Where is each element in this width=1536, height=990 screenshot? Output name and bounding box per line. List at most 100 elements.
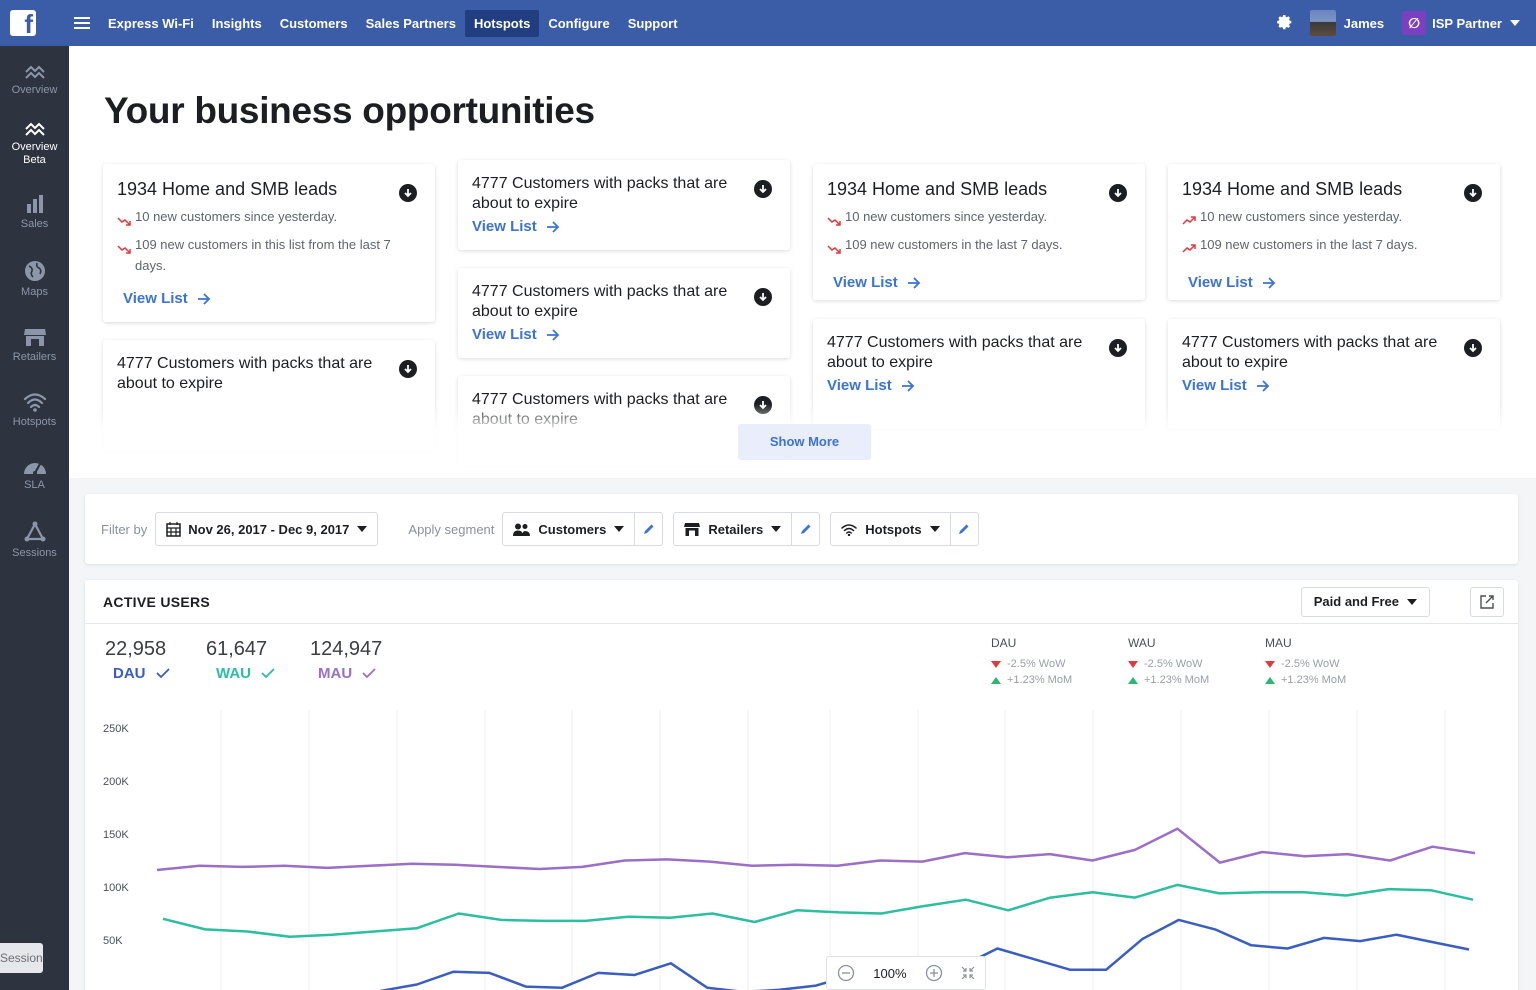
trend-down-icon: [827, 234, 845, 260]
metric-toggle[interactable]: WAU: [216, 665, 275, 682]
change-wau: WAU -2.5% WoW +1.23% MoM: [1128, 636, 1210, 686]
download-icon[interactable]: [1464, 184, 1482, 202]
globe-icon: [24, 261, 45, 281]
segment-customers: Customers: [502, 512, 664, 546]
view-list-link[interactable]: View List: [833, 274, 921, 291]
packs-card: 4777 Customers with packs that are about…: [458, 160, 790, 250]
stat-line: 109 new customers in the last 7 days.: [827, 234, 1131, 260]
segment-retailers-select[interactable]: Retailers: [674, 513, 791, 545]
segment-hotspots: Hotspots: [830, 512, 979, 546]
download-icon[interactable]: [399, 360, 417, 378]
view-list-link[interactable]: View List: [472, 218, 560, 235]
stat-line: 109 new customers in this list from the …: [117, 234, 421, 276]
up-triangle-icon: [1265, 676, 1275, 684]
y-tick-label: 250K: [103, 723, 129, 735]
view-list-link[interactable]: View List: [472, 326, 560, 343]
date-range-picker[interactable]: Nov 26, 2017 - Dec 9, 2017: [155, 512, 379, 546]
arrow-right-icon: [1256, 379, 1270, 392]
download-icon[interactable]: [399, 184, 417, 202]
sidebar-item-overview[interactable]: Overview: [0, 64, 69, 97]
download-icon[interactable]: [1464, 339, 1482, 357]
user-menu[interactable]: James: [1309, 10, 1384, 36]
calendar-icon: [166, 521, 181, 537]
trend-up-icon: [1182, 206, 1200, 232]
sidebar-item-retailers[interactable]: Retailers: [0, 327, 69, 364]
nav-support[interactable]: Support: [627, 15, 678, 31]
segment-label: Apply segment: [408, 521, 495, 537]
gear-icon[interactable]: [1276, 14, 1294, 32]
down-triangle-icon: [1128, 660, 1138, 668]
external-link-icon[interactable]: [1470, 586, 1504, 617]
nav-express-wifi[interactable]: Express Wi-Fi: [108, 15, 194, 31]
metric-toggle[interactable]: MAU: [318, 665, 382, 682]
hamburger-menu-icon[interactable]: [74, 17, 90, 29]
view-list-link[interactable]: View List: [123, 290, 211, 307]
arrow-right-icon: [546, 220, 560, 233]
view-list-link[interactable]: View List: [827, 377, 915, 394]
bar-chart-icon: [26, 195, 43, 213]
packs-card: 4777 Customers with packs that are about…: [458, 268, 790, 358]
segment-retailers: Retailers: [673, 512, 821, 546]
edit-pencil-icon[interactable]: [634, 513, 662, 545]
view-list-link[interactable]: View List: [1182, 377, 1270, 394]
nav-hotspots[interactable]: Hotspots: [464, 9, 540, 37]
plan-select[interactable]: Paid and Free: [1300, 586, 1430, 617]
up-triangle-icon: [1128, 676, 1138, 684]
nav-sales-partners[interactable]: Sales Partners: [365, 15, 456, 31]
gauge-icon: [23, 463, 46, 475]
stat-line: 10 new customers since yesterday.: [827, 206, 1131, 232]
sidebar-item-sla[interactable]: SLA: [0, 457, 69, 492]
card-title: 4777 Customers with packs that are about…: [472, 175, 728, 212]
arrow-right-icon: [901, 379, 915, 392]
download-icon[interactable]: [1109, 184, 1127, 202]
sidebar-item-sales[interactable]: Sales: [0, 194, 69, 231]
view-list-link[interactable]: View List: [1188, 274, 1276, 291]
metric-toggle[interactable]: DAU: [113, 665, 170, 682]
edit-pencil-icon[interactable]: [949, 513, 978, 545]
download-icon[interactable]: [754, 180, 772, 198]
download-icon[interactable]: [1109, 339, 1127, 357]
card-title: 4777 Customers with packs that are about…: [1182, 334, 1438, 371]
chevron-down-icon: [357, 526, 368, 532]
nav-configure[interactable]: Configure: [548, 15, 610, 31]
segment-customers-select[interactable]: Customers: [503, 513, 634, 545]
show-more-button[interactable]: Show More: [738, 424, 871, 460]
store-icon: [23, 329, 46, 346]
sidebar-item-overview-beta[interactable]: Overview Beta: [0, 121, 69, 167]
down-triangle-icon: [991, 660, 1001, 668]
chevron-down-icon: [614, 526, 625, 532]
zoom-in-icon[interactable]: [925, 964, 943, 982]
y-tick-label: 200K: [103, 776, 129, 788]
trend-up-icon: [1182, 234, 1200, 260]
chevron-down-icon: [1407, 598, 1417, 605]
lead-card: 1934 Home and SMB leads 10 new customers…: [1168, 164, 1500, 300]
facebook-logo[interactable]: f: [0, 0, 46, 46]
sidebar-item-sessions[interactable]: Sessions: [0, 521, 69, 560]
series-line-mau: [156, 827, 1476, 872]
avatar: [1309, 10, 1336, 36]
zoom-out-icon[interactable]: [837, 964, 855, 982]
sessions-tab[interactable]: Sessions: [0, 943, 43, 973]
download-icon[interactable]: [754, 288, 772, 306]
segment-hotspots-select[interactable]: Hotspots: [831, 513, 949, 545]
filter-label: Filter by: [101, 521, 148, 537]
fit-screen-icon[interactable]: [961, 966, 975, 980]
nav-insights[interactable]: Insights: [211, 15, 262, 31]
store-icon: [684, 523, 701, 536]
chevron-down-icon: [1510, 20, 1520, 26]
sidebar-item-hotspots[interactable]: Hotspots: [0, 392, 69, 429]
top-bar: f Express Wi-Fi Insights Customers Sales…: [0, 0, 1536, 46]
card-title: 4777 Customers with packs that are about…: [827, 334, 1083, 371]
sidebar-item-maps[interactable]: Maps: [0, 260, 69, 299]
zoom-control: 100%: [826, 956, 986, 990]
partner-menu[interactable]: ∅ ISP Partner: [1402, 11, 1520, 35]
zoom-level: 100%: [873, 965, 907, 981]
check-icon: [261, 668, 275, 679]
edit-pencil-icon[interactable]: [791, 513, 819, 545]
change-dau: DAU -2.5% WoW +1.23% MoM: [991, 636, 1073, 686]
metric-mau: 124,947 MAU: [310, 638, 383, 682]
nav-customers[interactable]: Customers: [279, 15, 348, 31]
card-title: 4777 Customers with packs that are about…: [117, 355, 373, 392]
card-title: 1934 Home and SMB leads: [827, 179, 1048, 199]
stat-line: 10 new customers since yesterday.: [1182, 206, 1486, 232]
